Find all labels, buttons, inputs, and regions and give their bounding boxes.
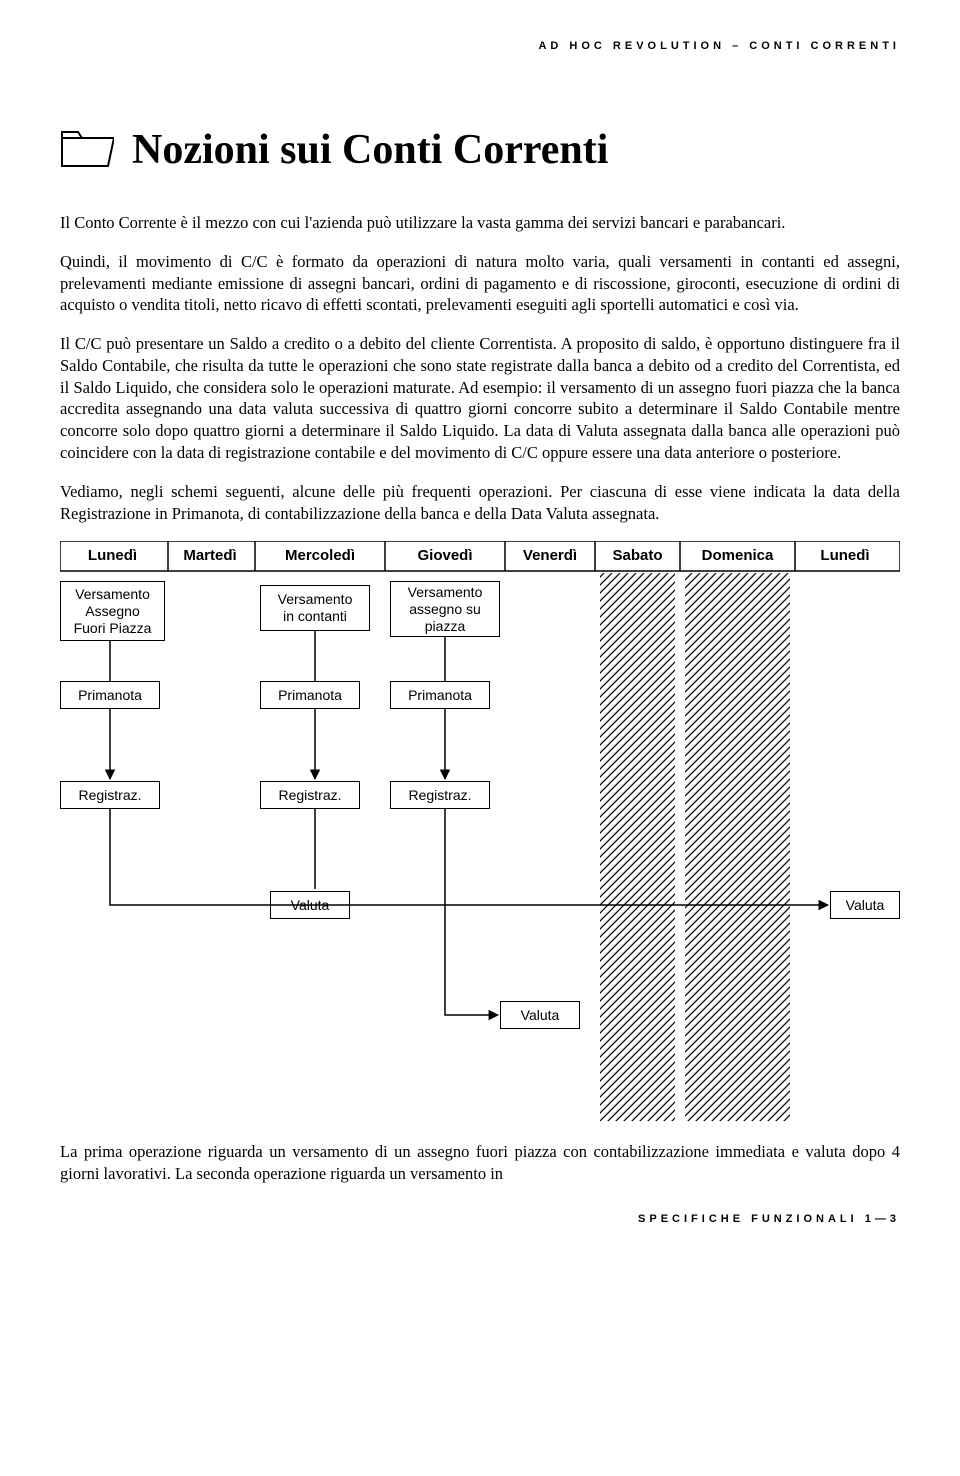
day-mer: Mercoledì (260, 547, 380, 564)
page-header: AD HOC REVOLUTION – CONTI CORRENTI (60, 40, 900, 52)
box-primanota-1: Primanota (60, 681, 160, 709)
box-valuta-2: Valuta (830, 891, 900, 919)
box-registraz-3: Registraz. (390, 781, 490, 809)
box-vers-piazza: Versamento assegno su piazza (390, 581, 500, 637)
day-gio: Giovedì (390, 547, 500, 564)
day-lun2: Lunedì (800, 547, 890, 564)
folder-icon (60, 128, 114, 168)
paragraph-2: Quindi, il movimento di C/C è formato da… (60, 251, 900, 316)
page-title: Nozioni sui Conti Correnti (132, 128, 608, 172)
box-vers-cont: Versamento in contanti (260, 585, 370, 631)
box-registraz-2: Registraz. (260, 781, 360, 809)
body-text: Il Conto Corrente è il mezzo con cui l'a… (60, 212, 900, 524)
title-row: Nozioni sui Conti Correnti (60, 128, 900, 172)
day-ven: Venerdì (510, 547, 590, 564)
page-footer: SPECIFICHE FUNZIONALI 1—3 (60, 1213, 900, 1225)
footer-paragraph: La prima operazione riguarda un versamen… (60, 1141, 900, 1185)
day-mar: Martedì (170, 547, 250, 564)
paragraph-4: Vediamo, negli schemi seguenti, alcune d… (60, 481, 900, 525)
box-primanota-2: Primanota (260, 681, 360, 709)
day-lun: Lunedì (60, 547, 165, 564)
footer-para-text: La prima operazione riguarda un versamen… (60, 1141, 900, 1185)
day-sab: Sabato (600, 547, 675, 564)
box-valuta-1: Valuta (270, 891, 350, 919)
operations-diagram: Lunedì Martedì Mercoledì Giovedì Venerdì… (60, 541, 900, 1121)
box-registraz-1: Registraz. (60, 781, 160, 809)
paragraph-1: Il Conto Corrente è il mezzo con cui l'a… (60, 212, 900, 234)
paragraph-3: Il C/C può presentare un Saldo a credito… (60, 333, 900, 464)
box-valuta-3: Valuta (500, 1001, 580, 1029)
box-primanota-3: Primanota (390, 681, 490, 709)
day-dom: Domenica (685, 547, 790, 564)
box-vers-fuori: Versamento Assegno Fuori Piazza (60, 581, 165, 641)
